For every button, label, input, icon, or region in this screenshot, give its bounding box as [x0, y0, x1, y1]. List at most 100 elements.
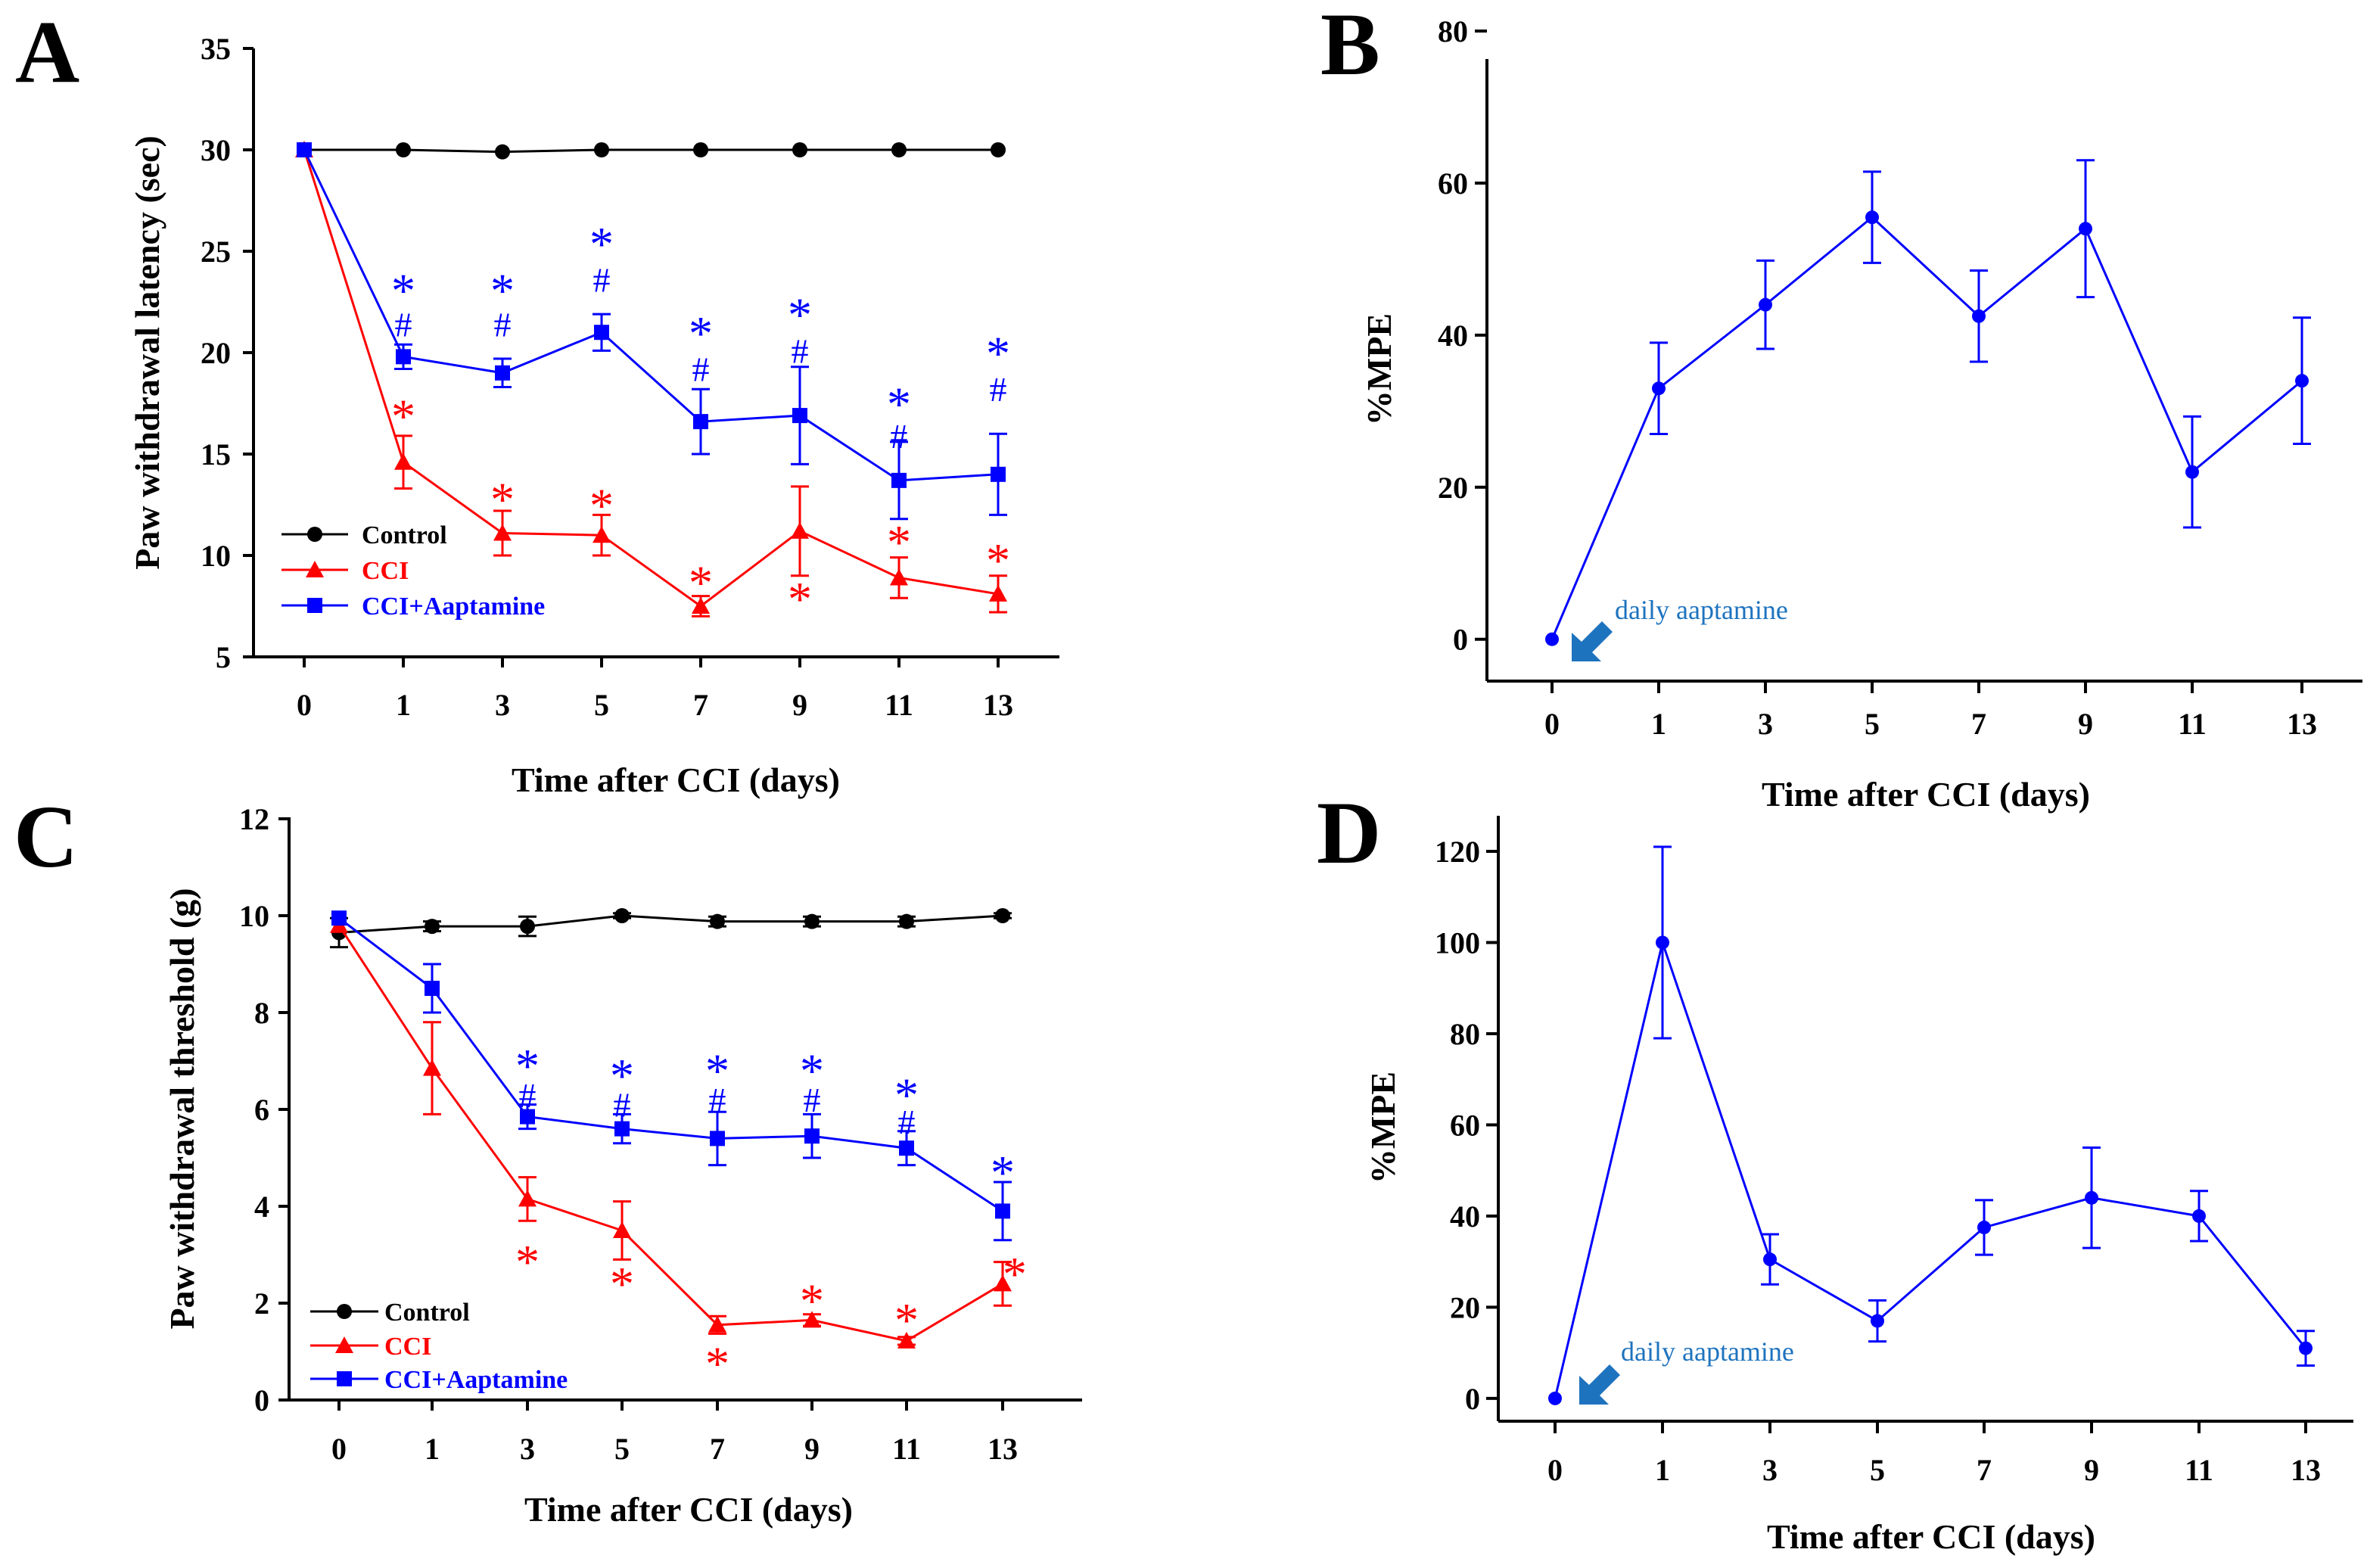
data-point	[994, 1274, 1012, 1292]
data-point	[991, 466, 1006, 482]
x-tick-label: 5	[614, 1432, 630, 1466]
significance-star: *	[788, 572, 812, 626]
x-tick-label: 1	[1651, 707, 1666, 741]
significance-hash: #	[395, 305, 412, 344]
y-tick-label: 120	[1435, 835, 1480, 869]
y-tick-label: 5	[216, 640, 231, 674]
y-tick-label: 2	[254, 1286, 269, 1321]
x-tick-label: 3	[520, 1432, 535, 1466]
x-tick-label: 0	[297, 688, 312, 722]
legend-cci-marker	[306, 561, 324, 577]
series-line	[1554, 938, 2307, 1399]
data-point	[2299, 1341, 2313, 1355]
significance-hash: #	[519, 1076, 537, 1115]
x-tick-label: 7	[693, 688, 708, 722]
series-line	[304, 148, 998, 154]
x-tick-label: 9	[2078, 707, 2093, 741]
significance-hash: #	[494, 305, 512, 344]
data-point	[693, 142, 708, 157]
data-point	[493, 524, 512, 541]
legend-aaptamine-marker	[307, 598, 322, 613]
y-tick-label: 20	[1438, 471, 1468, 505]
significance-star: *	[705, 1337, 729, 1391]
significance-star: *	[887, 378, 911, 431]
data-point	[1656, 935, 1669, 950]
data-point	[1977, 1220, 1991, 1234]
data-point	[708, 1315, 726, 1333]
panel-c: Time after CCI (days) Paw withdrawal thr…	[163, 802, 1082, 1529]
data-point	[890, 568, 908, 586]
x-tick-label: 1	[425, 1432, 440, 1466]
panel-label-d: D	[1317, 783, 1381, 882]
panel-b-y-axis-label: %MPE	[1360, 313, 1398, 425]
significance-star: *	[887, 515, 911, 569]
x-tick-label: 5	[1865, 707, 1880, 741]
x-tick-label: 11	[885, 688, 913, 722]
data-point	[2295, 374, 2309, 388]
data-point	[803, 1311, 821, 1328]
data-point	[899, 1140, 914, 1156]
legend-control-marker	[307, 527, 322, 542]
series-line	[338, 914, 1003, 934]
x-tick-label: 5	[1870, 1453, 1885, 1487]
data-point	[804, 913, 820, 929]
significance-star: *	[610, 1049, 634, 1103]
significance-hash: #	[692, 350, 710, 388]
data-point	[1763, 1252, 1777, 1267]
y-tick-label: 35	[201, 32, 231, 66]
x-tick-label: 1	[396, 688, 411, 722]
data-point	[804, 1128, 820, 1144]
significance-star: *	[391, 264, 415, 318]
significance-star: *	[515, 1039, 540, 1093]
significance-star: *	[689, 306, 713, 360]
panel-label-b: B	[1320, 0, 1380, 94]
y-tick-label: 10	[239, 899, 269, 933]
significance-hash: #	[990, 370, 1007, 409]
significance-hash: #	[709, 1081, 726, 1119]
legend-aaptamine-label: CCI+Aaptamine	[362, 593, 545, 621]
y-tick-label: 15	[201, 437, 231, 471]
data-point	[331, 910, 347, 926]
y-tick-label: 100	[1435, 926, 1480, 960]
panel-c-y-axis-label: Paw withdrawal threshold (g)	[163, 888, 201, 1329]
data-point	[1865, 210, 1879, 225]
x-tick-label: 0	[1544, 707, 1560, 741]
significance-hash: #	[891, 417, 908, 456]
significance-star: *	[490, 264, 515, 318]
legend-cci-label: CCI	[362, 557, 409, 585]
significance-star: *	[788, 288, 812, 342]
data-point	[495, 365, 510, 381]
panel-label-a: A	[15, 2, 79, 101]
significance-star: *	[515, 1235, 540, 1289]
x-tick-label: 9	[804, 1432, 820, 1466]
panel-d-x-axis-label: Time after CCI (days)	[1767, 1517, 2095, 1556]
series-line	[337, 924, 1003, 1342]
panel-d-y-axis-label: %MPE	[1364, 1072, 1402, 1184]
panel-a-x-axis-label: Time after CCI (days)	[512, 761, 840, 799]
data-point	[995, 908, 1010, 923]
data-point	[614, 1121, 630, 1137]
data-point	[297, 142, 312, 157]
data-point	[792, 142, 807, 157]
significance-star: *	[991, 1146, 1015, 1199]
significance-hash: #	[898, 1103, 916, 1141]
data-point	[891, 472, 907, 488]
significance-star: *	[800, 1044, 824, 1097]
y-tick-label: 40	[1438, 319, 1468, 353]
y-tick-label: 60	[1450, 1108, 1480, 1142]
y-tick-label: 60	[1438, 166, 1468, 201]
data-point	[792, 408, 807, 424]
significance-hash: #	[792, 331, 809, 370]
data-point	[614, 908, 630, 923]
significance-hash: #	[804, 1081, 821, 1119]
significance-star: *	[610, 1257, 634, 1311]
significance-star: *	[894, 1293, 919, 1347]
data-point	[693, 414, 708, 430]
y-tick-label: 12	[239, 802, 269, 836]
data-point	[710, 913, 725, 929]
panel-a-legend: Control CCI CCI+Aaptamine	[281, 521, 545, 621]
panel-label-c: C	[14, 787, 78, 886]
